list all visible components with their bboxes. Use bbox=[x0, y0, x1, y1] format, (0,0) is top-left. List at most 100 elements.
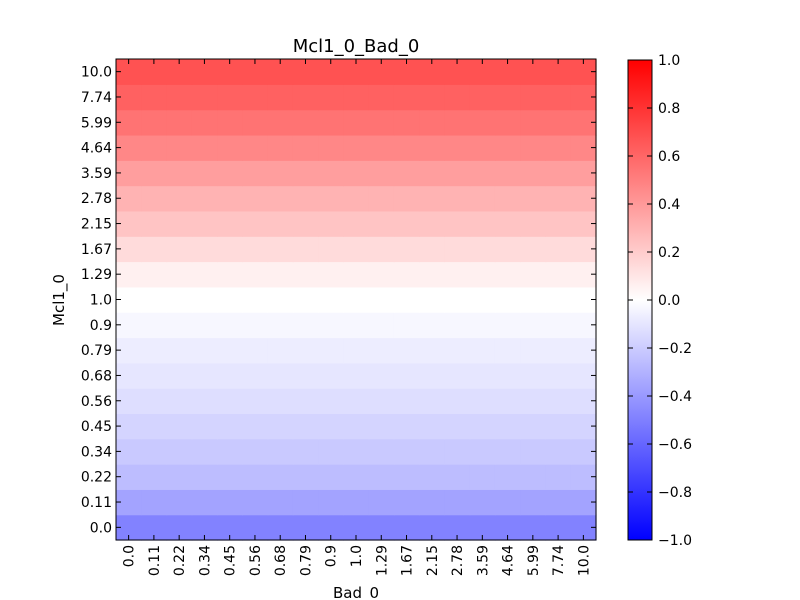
heatmap-cell bbox=[368, 210, 395, 237]
y-axis-label: Mcl1_0 bbox=[50, 274, 69, 326]
heatmap-cell bbox=[520, 286, 547, 313]
heatmap-cell bbox=[191, 413, 218, 440]
heatmap-cell bbox=[520, 413, 547, 440]
heatmap-cell bbox=[242, 362, 269, 389]
heatmap-cell bbox=[318, 337, 344, 364]
heatmap-cell bbox=[469, 261, 496, 288]
heatmap-cell bbox=[469, 464, 496, 490]
heatmap-cell bbox=[545, 362, 572, 389]
heatmap-cell bbox=[318, 261, 344, 288]
heatmap-cell bbox=[368, 438, 395, 465]
heatmap-cell bbox=[318, 84, 344, 111]
heatmap-cell bbox=[368, 236, 395, 263]
heatmap-cell bbox=[368, 362, 395, 389]
heatmap-cell bbox=[520, 134, 547, 161]
heatmap-cell bbox=[267, 286, 294, 313]
x-tick-label: 1.0 bbox=[349, 545, 365, 567]
colorbar-tick-label: 0.6 bbox=[658, 149, 680, 165]
heatmap-cell bbox=[217, 84, 243, 111]
heatmap-cell bbox=[141, 109, 168, 136]
heatmap-cell bbox=[292, 337, 319, 364]
heatmap-cell bbox=[444, 464, 471, 490]
heatmap-cell bbox=[191, 160, 218, 187]
heatmap-cell bbox=[494, 236, 521, 263]
heatmap-cell bbox=[318, 160, 344, 187]
heatmap-cell bbox=[469, 109, 496, 136]
heatmap-cell bbox=[545, 286, 572, 313]
heatmap-cell bbox=[444, 312, 471, 339]
heatmap-cell bbox=[217, 413, 243, 440]
heatmap-cell bbox=[318, 312, 344, 339]
heatmap-cell bbox=[494, 185, 521, 212]
heatmap-cell bbox=[242, 160, 269, 187]
x-axis-label: Bad_0 bbox=[333, 584, 379, 600]
heatmap-cell bbox=[292, 134, 319, 161]
colorbar-tick-label: 0.0 bbox=[658, 293, 680, 309]
heatmap-cell bbox=[520, 464, 547, 490]
heatmap-cell bbox=[343, 261, 370, 288]
heatmap-cell bbox=[545, 489, 572, 516]
heatmap-cell bbox=[545, 337, 572, 364]
heatmap-cell bbox=[343, 489, 370, 516]
heatmap-cell bbox=[141, 464, 168, 490]
heatmap-cell bbox=[419, 337, 446, 364]
heatmap-cell bbox=[292, 109, 319, 136]
x-tick-label: 0.0 bbox=[122, 545, 138, 567]
heatmap-cell bbox=[368, 261, 395, 288]
x-tick-label: 0.11 bbox=[147, 545, 163, 576]
heatmap-cell bbox=[191, 185, 218, 212]
heatmap-cell bbox=[469, 489, 496, 516]
heatmap-cell bbox=[343, 210, 370, 237]
heatmap-cell bbox=[545, 261, 572, 288]
heatmap-cell bbox=[368, 337, 395, 364]
heatmap-cell bbox=[242, 185, 269, 212]
heatmap-cell bbox=[141, 413, 168, 440]
heatmap-cell bbox=[267, 489, 294, 516]
heatmap-cell bbox=[393, 261, 420, 288]
heatmap-cell bbox=[267, 185, 294, 212]
colorbar-tick-label: −0.2 bbox=[658, 341, 692, 357]
heatmap-cell bbox=[141, 236, 168, 263]
heatmap-cell bbox=[545, 109, 572, 136]
x-tick-label: 0.45 bbox=[223, 545, 239, 576]
heatmap-cell bbox=[242, 489, 269, 516]
heatmap-cell bbox=[419, 464, 446, 490]
heatmap-cell bbox=[444, 236, 471, 263]
heatmap-cell bbox=[217, 286, 243, 313]
heatmap-cell bbox=[166, 413, 193, 440]
heatmap-cell bbox=[267, 413, 294, 440]
y-tick-label: 0.79 bbox=[81, 343, 112, 359]
heatmap-cell bbox=[242, 388, 269, 415]
heatmap-cell bbox=[393, 160, 420, 187]
heatmap-cell bbox=[520, 109, 547, 136]
y-tick-label: 2.15 bbox=[81, 217, 112, 233]
heatmap-cell bbox=[217, 134, 243, 161]
heatmap-cell bbox=[141, 286, 168, 313]
heatmap-cell bbox=[494, 464, 521, 490]
colorbar-tick-label: 0.2 bbox=[658, 245, 680, 261]
heatmap-cell bbox=[520, 337, 547, 364]
heatmap-cell bbox=[419, 261, 446, 288]
colorbar-tick-label: −0.8 bbox=[658, 485, 692, 501]
heatmap-cell bbox=[545, 464, 572, 490]
heatmap-cell bbox=[267, 210, 294, 237]
heatmap-cell bbox=[520, 210, 547, 237]
y-tick-label: 0.0 bbox=[90, 520, 112, 536]
y-tick-label: 1.0 bbox=[90, 293, 112, 309]
heatmap-cell bbox=[469, 210, 496, 237]
heatmap-cell bbox=[318, 464, 344, 490]
colorbar-tick-label: −1.0 bbox=[658, 533, 692, 549]
heatmap-cell bbox=[242, 312, 269, 339]
heatmap-cell bbox=[217, 489, 243, 516]
heatmap-cell bbox=[444, 388, 471, 415]
heatmap-cell bbox=[494, 489, 521, 516]
heatmap-cell bbox=[419, 362, 446, 389]
heatmap-cell bbox=[292, 464, 319, 490]
heatmap-cell bbox=[191, 286, 218, 313]
heatmap-cell bbox=[494, 210, 521, 237]
colorbar-tick-label: 0.8 bbox=[658, 101, 680, 117]
x-tick-label: 10.0 bbox=[576, 545, 592, 576]
heatmap-cell bbox=[545, 160, 572, 187]
heatmap-cell bbox=[292, 413, 319, 440]
heatmap-cell bbox=[141, 388, 168, 415]
